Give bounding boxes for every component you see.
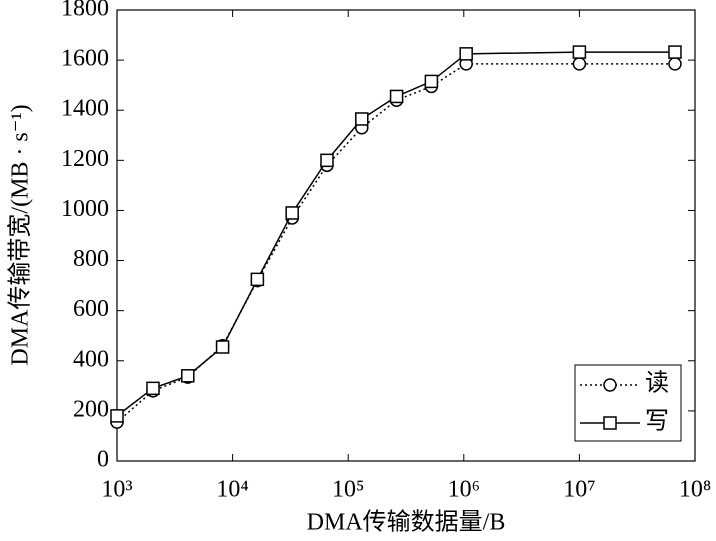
legend-label: 读 (645, 370, 669, 397)
legend-marker (603, 416, 617, 430)
x-axis-label: DMA传输数据量/B (307, 509, 506, 536)
data-point (181, 369, 195, 383)
data-point (668, 45, 682, 59)
plot-frame (116, 9, 696, 462)
legend-marker (603, 378, 617, 392)
y-tick-label: 0 (97, 447, 109, 473)
y-tick-label: 800 (73, 246, 109, 272)
x-tick-label: 10⁷ (563, 477, 595, 503)
data-point (320, 153, 334, 168)
data-point (572, 57, 587, 71)
data-point (146, 381, 160, 396)
y-tick-label: 1400 (61, 96, 109, 122)
x-tick-label: 10³ (101, 477, 132, 503)
y-tick-label: 1800 (61, 0, 109, 22)
data-point (110, 409, 124, 423)
data-point (250, 272, 265, 287)
y-tick-label: 400 (73, 346, 109, 372)
data-point (285, 206, 299, 220)
data-point (215, 340, 230, 354)
data-point (668, 57, 682, 71)
x-tick-label: 10⁴ (216, 477, 248, 503)
data-point (459, 47, 473, 61)
y-tick-label: 600 (73, 296, 109, 322)
x-tick-label: 10⁵ (332, 477, 364, 503)
x-tick-label: 10⁸ (679, 477, 711, 503)
y-tick-label: 200 (73, 396, 109, 422)
y-tick-label: 1600 (61, 46, 109, 72)
data-point (389, 89, 404, 104)
y-tick-label: 1200 (61, 146, 109, 172)
y-axis-label: DMA传输带宽/(MB · s⁻¹) (7, 104, 34, 365)
y-tick-label: 1000 (61, 196, 109, 222)
x-tick-label: 10⁶ (448, 477, 480, 503)
data-point (355, 112, 369, 126)
legend-label: 写 (645, 409, 669, 435)
data-point (572, 45, 587, 59)
data-point (424, 74, 439, 89)
legend-box (574, 364, 682, 442)
